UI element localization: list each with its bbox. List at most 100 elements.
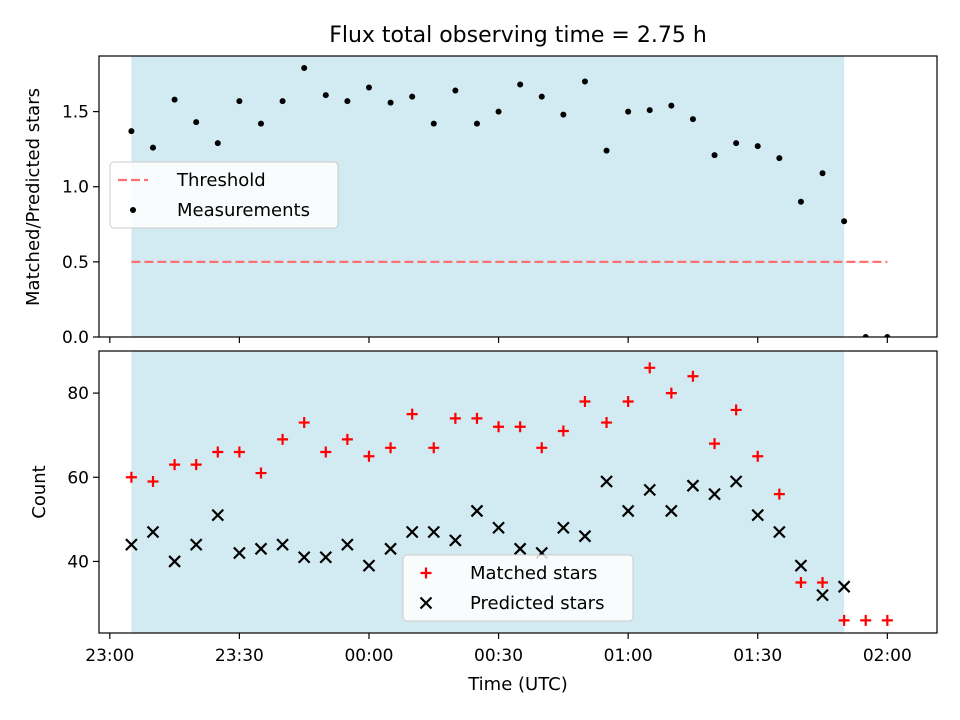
predicted-stars-point bbox=[816, 588, 829, 602]
x-tick-label: 01:30 bbox=[733, 646, 782, 666]
x-tick-label: 01:00 bbox=[604, 646, 653, 666]
predicted-stars-point bbox=[513, 542, 527, 556]
matched-stars-point bbox=[514, 421, 526, 433]
measurement-point bbox=[560, 111, 567, 118]
legend-label: Threshold bbox=[176, 170, 266, 191]
matched-stars-point bbox=[622, 396, 634, 408]
matched-stars-point bbox=[601, 417, 613, 429]
chart-title: Flux total observing time = 2.75 h bbox=[329, 23, 707, 48]
matched-stars-point bbox=[644, 362, 656, 374]
measurement-point bbox=[668, 102, 675, 109]
predicted-stars-point bbox=[254, 542, 268, 556]
measurement-point bbox=[236, 98, 243, 105]
measurement-point bbox=[538, 93, 545, 100]
panel-frame bbox=[98, 350, 938, 634]
predicted-stars-point bbox=[427, 525, 441, 539]
measurement-point bbox=[452, 87, 459, 94]
predicted-stars-point bbox=[578, 529, 592, 543]
measurement-point bbox=[214, 140, 221, 147]
x-tick-label: 02:00 bbox=[863, 646, 912, 666]
matched-stars-point bbox=[773, 488, 785, 500]
matched-stars-point bbox=[860, 614, 872, 626]
matched-stars-point bbox=[687, 370, 699, 382]
matched-stars-point bbox=[169, 459, 181, 471]
matched-stars-point bbox=[341, 433, 353, 445]
measurement-point bbox=[171, 96, 178, 103]
measurement-point bbox=[257, 120, 264, 127]
legend-label: Predicted stars bbox=[470, 593, 604, 614]
y-tick-label: 0.5 bbox=[62, 253, 89, 273]
predicted-stars-point bbox=[189, 538, 203, 551]
measurement-point bbox=[711, 152, 718, 159]
measurement-point bbox=[128, 128, 135, 135]
matched-stars-point bbox=[147, 475, 159, 487]
matched-stars-point bbox=[471, 412, 483, 424]
matched-stars-point bbox=[817, 576, 829, 588]
matched-stars-point bbox=[320, 446, 332, 458]
measurement-point bbox=[409, 93, 416, 100]
matched-stars-point bbox=[881, 614, 893, 626]
matched-stars-point bbox=[212, 446, 224, 458]
predicted-stars-point bbox=[665, 504, 678, 518]
legend: Threshold Measurements bbox=[109, 161, 339, 229]
predicted-stars-point bbox=[470, 504, 484, 518]
measurement-point bbox=[862, 334, 869, 337]
predicted-stars-point bbox=[600, 475, 613, 488]
matched-stars-point bbox=[709, 438, 721, 450]
plot-area bbox=[125, 362, 893, 626]
y-tick-label: 80 bbox=[67, 384, 89, 404]
x-tick-label: 23:00 bbox=[85, 646, 134, 666]
predicted-stars-point bbox=[125, 538, 138, 551]
measurement-point bbox=[884, 334, 891, 337]
predicted-stars-point bbox=[492, 521, 505, 535]
measurement-point bbox=[819, 170, 826, 177]
measurement-point bbox=[841, 218, 848, 225]
predicted-stars-point bbox=[557, 521, 570, 535]
matched-stars-point bbox=[493, 421, 505, 433]
top-panel: 0.0 0.5 1.0 1.5 Threshold Measurements bbox=[62, 55, 938, 348]
measurement-point bbox=[689, 116, 696, 123]
y-tick-label: 0.0 bbox=[62, 328, 89, 348]
y-tick-label: 1.0 bbox=[62, 178, 89, 198]
predicted-stars-point bbox=[643, 483, 657, 497]
matched-stars-point bbox=[579, 396, 591, 408]
predicted-stars-point bbox=[297, 550, 311, 564]
y-axis-label-bottom: Count bbox=[29, 465, 50, 518]
predicted-stars-point bbox=[276, 538, 289, 551]
predicted-stars-point bbox=[773, 525, 786, 539]
measurement-point bbox=[193, 119, 200, 126]
measurement-point bbox=[603, 147, 610, 154]
measurement-point bbox=[301, 65, 308, 72]
y-tick-label: 1.5 bbox=[62, 103, 89, 123]
y-axis-label-top: Matched/Predicted stars bbox=[23, 88, 44, 306]
predicted-stars-point bbox=[384, 542, 397, 556]
matched-stars-point bbox=[795, 576, 807, 588]
matched-stars-point bbox=[730, 404, 742, 416]
x-tick-label: 00:00 bbox=[344, 646, 393, 666]
measurement-point bbox=[776, 155, 783, 162]
matched-stars-point bbox=[277, 433, 289, 445]
predicted-stars-point bbox=[362, 559, 376, 572]
legend: Matched stars Predicted stars bbox=[402, 554, 634, 622]
measurement-point bbox=[646, 107, 653, 114]
predicted-stars-point bbox=[405, 525, 419, 539]
measurement-point bbox=[430, 120, 437, 127]
measurement-point bbox=[279, 98, 286, 105]
legend-box bbox=[402, 554, 634, 622]
plot-area bbox=[128, 65, 891, 337]
matched-stars-point bbox=[428, 442, 440, 454]
matched-stars-point bbox=[363, 450, 375, 462]
measurement-point bbox=[344, 98, 351, 105]
measurement-point bbox=[365, 84, 372, 91]
y-tick-label: 40 bbox=[67, 552, 89, 572]
matched-stars-point bbox=[752, 450, 764, 462]
matched-stars-point bbox=[233, 446, 245, 458]
matched-stars-point bbox=[406, 408, 418, 420]
measurement-point bbox=[322, 92, 329, 99]
matched-stars-point bbox=[536, 442, 548, 454]
predicted-stars-point bbox=[233, 546, 246, 560]
measurement-point bbox=[473, 120, 480, 127]
measurement-point bbox=[754, 143, 761, 150]
